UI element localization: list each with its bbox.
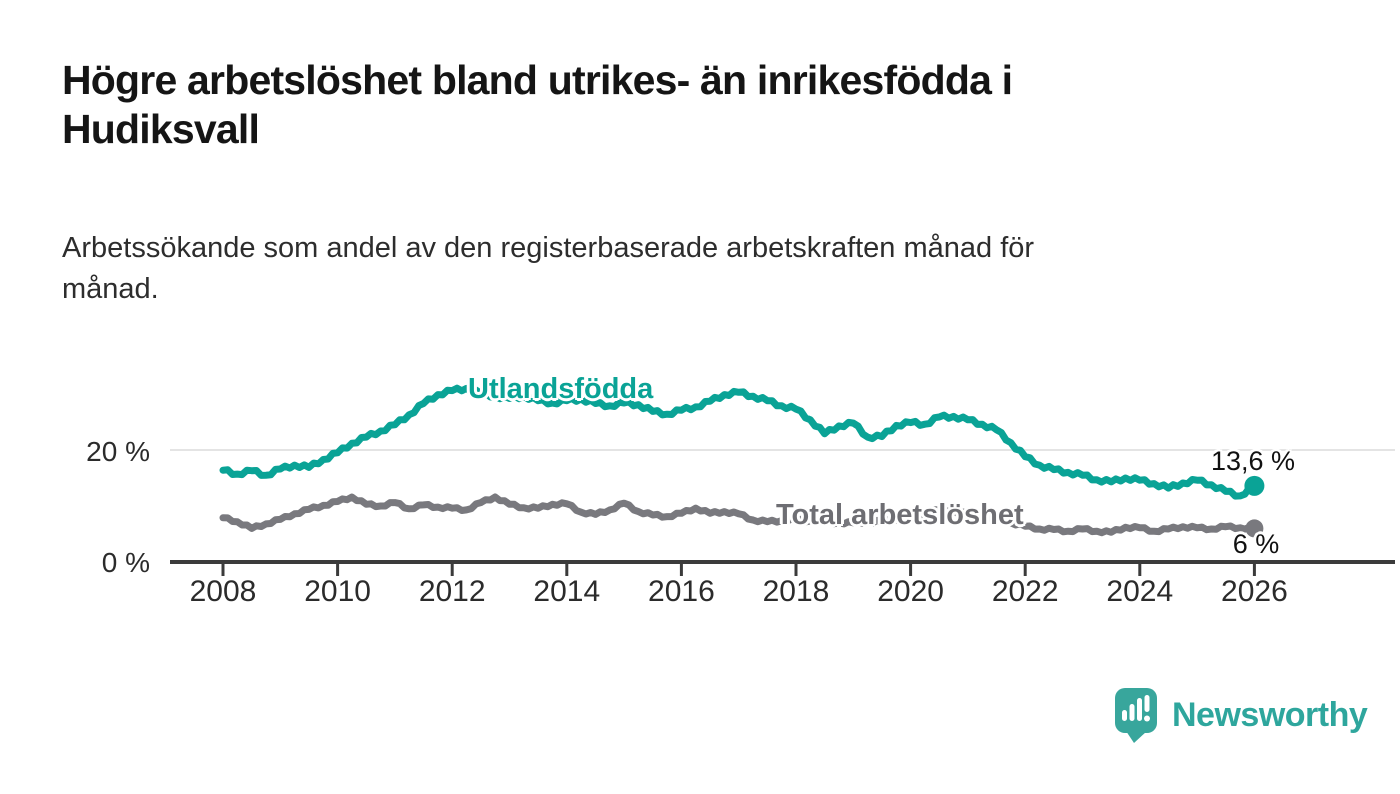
x-tick-label-2012: 2012 (418, 575, 486, 608)
end-value-label-utlandsfodda: 13,6 % (1210, 446, 1295, 476)
x-tick-label-2014: 2014 (533, 575, 601, 608)
x-tick-label-2008: 2008 (189, 575, 257, 608)
series-label-utlandsfodda: Utlandsfödda (468, 373, 654, 405)
x-tick-label-2018: 2018 (762, 575, 830, 608)
x-tick-label-2020: 2020 (877, 575, 944, 608)
x-tick-label-2010: 2010 (304, 575, 371, 608)
end-value-label-total-arbetsloshet: 6 % (1232, 529, 1280, 559)
data-series-lines (219, 384, 1265, 538)
newsworthy-logo-icon (1115, 688, 1157, 743)
series-label-total-arbetsloshet: Total arbetslöshet (776, 499, 1024, 531)
y-axis-label-0: 0 % (101, 547, 150, 578)
x-tick-label-2016: 2016 (648, 575, 715, 608)
newsworthy-branding: Newsworthy (1114, 687, 1368, 743)
page-title: Högre arbetslöshet bland utrikes- än inr… (62, 57, 1013, 153)
x-axis (170, 560, 1395, 576)
x-tick-label-2022: 2022 (991, 575, 1059, 608)
page-subtitle: Arbetssökande som andel av den registerb… (62, 232, 1035, 306)
y-axis-label-20: 20 % (86, 436, 150, 467)
newsworthy-wordmark: Newsworthy (1172, 695, 1368, 734)
x-tick-label-2024: 2024 (1106, 575, 1174, 608)
x-tick-label-2026: 2026 (1221, 575, 1288, 608)
